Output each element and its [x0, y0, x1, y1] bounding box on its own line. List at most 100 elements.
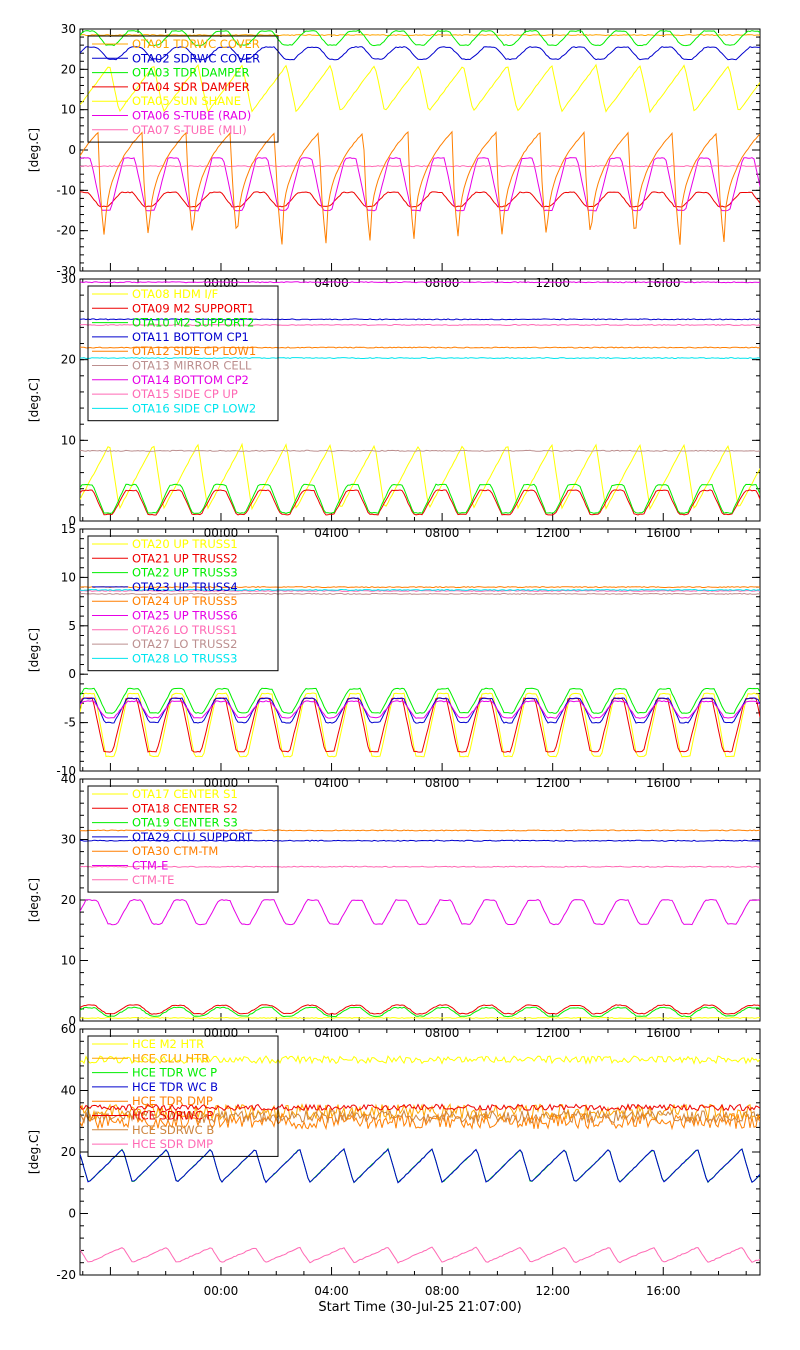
y-tick-label: 10 [61, 570, 76, 584]
legend-entry: OTA08 HDM I/F [132, 287, 218, 301]
series-line-1 [80, 442, 760, 511]
x-tick-label: 04:00 [314, 1284, 349, 1298]
legend-entry: CTM-E [132, 859, 168, 873]
series-line-3 [80, 1006, 760, 1018]
legend-entry: OTA25 UP TRUSS6 [132, 609, 238, 623]
series-line-4 [80, 191, 760, 208]
series-line-9 [80, 588, 760, 592]
y-tick-label: 40 [61, 772, 76, 786]
series-line-3 [80, 483, 760, 514]
series-line-1 [80, 1054, 760, 1065]
series-line-6 [80, 898, 760, 926]
series-line-5 [80, 346, 760, 349]
legend-entry: OTA22 UP TRUSS3 [132, 566, 238, 580]
y-axis-label: [deg.C] [27, 1130, 41, 1174]
plot-frame [79, 278, 761, 522]
series-line-6 [80, 700, 760, 719]
legend-entry: OTA01 TDRWC COVER [132, 37, 260, 51]
series-line-1 [80, 34, 760, 37]
series-line-7 [80, 165, 760, 168]
legend-entry: CTM-TE [132, 873, 174, 887]
y-tick-label: -20 [56, 224, 76, 238]
series-line-7 [80, 1109, 760, 1125]
legend-box [87, 785, 279, 893]
y-tick-label: 10 [61, 954, 76, 968]
y-tick-label: 30 [61, 272, 76, 286]
legend-entry: OTA10 M2 SUPPORT2 [132, 316, 254, 330]
y-tick-label: 0 [68, 143, 76, 157]
legend-entry: HCE TDR WC B [132, 1080, 218, 1094]
legend-entry: OTA15 SIDE CP UP [132, 387, 238, 401]
x-axis-title: Start Time (30-Jul-25 21:07:00) [318, 1300, 521, 1315]
series-line-8 [80, 130, 760, 245]
y-tick-label: 40 [61, 1084, 76, 1098]
series-line-4 [80, 697, 760, 724]
legend-entry: OTA03 TDR DAMPER [132, 66, 250, 80]
y-tick-label: 5 [68, 619, 76, 633]
x-tick-label: 08:00 [425, 1284, 460, 1298]
legend-entry: OTA24 UP TRUSS5 [132, 594, 238, 608]
legend-entry: OTA19 CENTER S3 [132, 816, 238, 830]
legend-entry: OTA29 CLU SUPPORT [132, 830, 253, 844]
y-tick-label: 0 [68, 1207, 76, 1221]
legend-entry: OTA12 SIDE CP LOW1 [132, 344, 256, 358]
chart-panel-5: 60 40 20 0 -20 00:00 04:00 08:00 12:00 16:00 [deg.… [27, 1022, 761, 1298]
series-line-5 [80, 829, 760, 832]
y-tick-label: 60 [61, 1022, 76, 1036]
series-line-9 [80, 357, 760, 360]
y-tick-label: 20 [61, 893, 76, 907]
series-line-6 [80, 449, 760, 452]
y-axis-label: [deg.C] [27, 878, 41, 922]
legend-entry: HCE SDR DMP [132, 1137, 213, 1151]
y-tick-label: -10 [56, 764, 76, 778]
series-line-5 [80, 586, 760, 589]
plot-frame [79, 528, 761, 772]
legend-entry: OTA17 CENTER S1 [132, 787, 238, 801]
series-line-2 [80, 697, 760, 753]
y-tick-label: 0 [68, 514, 76, 528]
series-line-4 [80, 839, 760, 842]
legend-entry: OTA07 S-TUBE (MLI) [132, 123, 247, 137]
legend-entry: HCE M2 HTR [132, 1037, 204, 1051]
series-line-5 [80, 63, 760, 114]
y-tick-label: 10 [61, 433, 76, 447]
series-line-3 [80, 29, 760, 47]
y-tick-label: 20 [61, 353, 76, 367]
series-line-6 [80, 1103, 760, 1112]
legend-entry: OTA20 UP TRUSS1 [132, 537, 238, 551]
series-line-8 [80, 1246, 760, 1264]
x-tick-label: 00:00 [204, 1284, 239, 1298]
y-axis-label: [deg.C] [27, 378, 41, 422]
legend-box [87, 285, 279, 422]
series-line-6 [80, 157, 760, 212]
series-line-2 [80, 46, 760, 61]
series-line-8 [80, 592, 760, 595]
series-line-7 [80, 281, 760, 284]
y-tick-label: 0 [68, 667, 76, 681]
series-line-4 [80, 1147, 760, 1184]
legend-box [87, 535, 279, 672]
y-tick-label: 20 [61, 62, 76, 76]
legend-entry: OTA13 MIRROR CELL [132, 359, 252, 373]
legend-entry: OTA11 BOTTOM CP1 [132, 330, 249, 344]
series-line-7 [80, 865, 760, 868]
legend-entry: HCE SDRWC P [132, 1109, 213, 1123]
y-tick-label: -20 [56, 1268, 76, 1282]
series-line-3 [80, 687, 760, 714]
series-line-4 [80, 318, 760, 321]
legend-entry: OTA05 SUN SHANE [132, 94, 241, 108]
legend-box [87, 1035, 279, 1157]
legend-entry: HCE CLU HTR [132, 1051, 209, 1065]
legend-entry: OTA02 SDRWC COVER [132, 51, 260, 65]
x-tick-label: 16:00 [646, 1284, 681, 1298]
y-tick-label: -5 [64, 716, 76, 730]
legend-entry: OTA14 BOTTOM CP2 [132, 373, 249, 387]
legend-entry: HCE TDR DMP [132, 1094, 213, 1108]
legend-entry: OTA28 LO TRUSS3 [132, 651, 237, 665]
series-line-2 [80, 489, 760, 516]
x-tick-label: 12:00 [535, 1284, 570, 1298]
